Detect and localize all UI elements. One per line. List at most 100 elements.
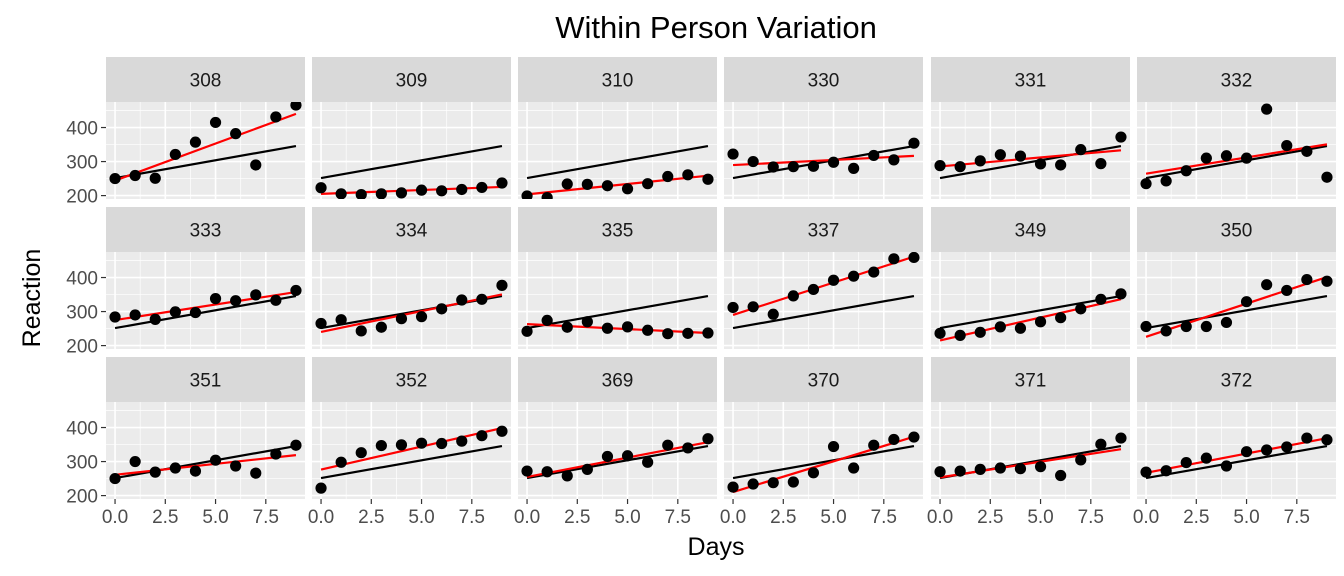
data-point [868,149,880,162]
x-tick-label: 0.0 [514,507,540,528]
data-point [888,154,900,166]
panel-plot-area [727,431,920,494]
facet-strip [931,57,1130,102]
data-point [1095,438,1107,450]
data-point [1220,316,1233,329]
data-point [496,425,508,437]
data-point [415,311,428,323]
data-point [1180,456,1192,469]
data-point [375,321,387,333]
facet-panel: 334 [312,207,511,349]
overall-fit-line [114,294,297,330]
data-point [1321,171,1333,183]
data-point [1075,303,1087,315]
individual-fit-line [526,174,709,196]
data-point [1160,175,1172,187]
data-point [727,301,739,314]
data-point [209,454,222,466]
x-tick-label: 5.0 [820,507,846,528]
data-point [954,465,966,477]
data-point [1220,460,1233,472]
data-point [702,433,714,445]
data-point [335,188,347,199]
data-point [747,155,759,168]
data-point [888,253,900,265]
x-tick-label: 7.5 [253,507,279,528]
data-point [209,293,222,305]
panel-plot-area [727,137,920,180]
overall-fit-line [732,144,915,180]
data-point [456,183,468,196]
data-point [1321,434,1333,446]
data-point [767,308,779,320]
y-tick-label: 300 [66,453,98,474]
overall-fit-line [320,144,503,180]
data-point [1055,159,1067,171]
data-point [848,462,860,474]
facet-strip-label: 337 [808,221,840,242]
data-point [868,439,880,451]
individual-fit-line [732,435,915,494]
data-point [868,266,880,278]
facet-panel: 351 200 300 400 0.0 2.5 5.0 7.5 [66,357,305,528]
data-point [456,435,468,447]
data-point [621,450,634,462]
data-point [1055,312,1067,324]
x-tick-label: 5.0 [202,507,228,528]
data-point [561,321,573,333]
individual-fit-line [939,149,1122,168]
facet-strip [518,207,717,252]
panel-plot-area [521,294,714,340]
data-point [561,470,573,482]
facet-panel: 372 0.0 2.5 5.0 7.5 [1133,357,1336,528]
facet-strip-label: 369 [602,371,634,392]
data-point [109,472,121,485]
facet-strip [724,57,923,102]
data-point [250,289,262,301]
data-point [702,173,714,185]
panel-plot-area [109,284,302,330]
data-point [109,172,121,185]
data-point [375,439,387,452]
facet-panel: 333 200 300 400 [66,207,305,358]
y-axis-title: Reaction [18,249,46,348]
data-point [787,161,799,173]
individual-fit-line [939,298,1122,342]
data-point [230,295,242,307]
x-tick-label: 5.0 [1027,507,1053,528]
data-point [848,270,860,282]
individual-fit-line [321,185,502,195]
x-tick-label: 7.5 [665,507,691,528]
data-point [1261,279,1273,291]
facet-strip [931,357,1130,402]
y-tick-label: 400 [66,269,98,290]
x-tick-label: 7.5 [1078,507,1104,528]
panel-plot-area [521,144,714,199]
chart-title: Within Person Variation [555,10,877,45]
data-point [1095,158,1107,170]
facet-strip-label: 335 [602,221,634,242]
data-point [1301,145,1313,157]
data-point [974,155,986,167]
data-point [621,183,634,195]
data-point [1140,320,1152,333]
individual-fit-line [1145,276,1328,338]
data-point [994,321,1006,333]
panel-plot-area [934,131,1127,180]
data-point [415,184,428,196]
x-tick-label: 5.0 [614,507,640,528]
data-point [129,309,141,321]
data-point [934,466,946,478]
facet-strip-label: 370 [808,371,840,392]
data-point [290,284,302,297]
data-point [335,456,347,468]
facet-panel: 369 0.0 2.5 5.0 7.5 [514,357,717,528]
data-point [682,327,694,339]
data-point [1140,466,1152,478]
data-point [787,290,799,302]
data-point [1200,320,1212,333]
data-point [827,440,840,453]
facet-strip [312,357,511,402]
panel-plot-area [934,432,1127,482]
